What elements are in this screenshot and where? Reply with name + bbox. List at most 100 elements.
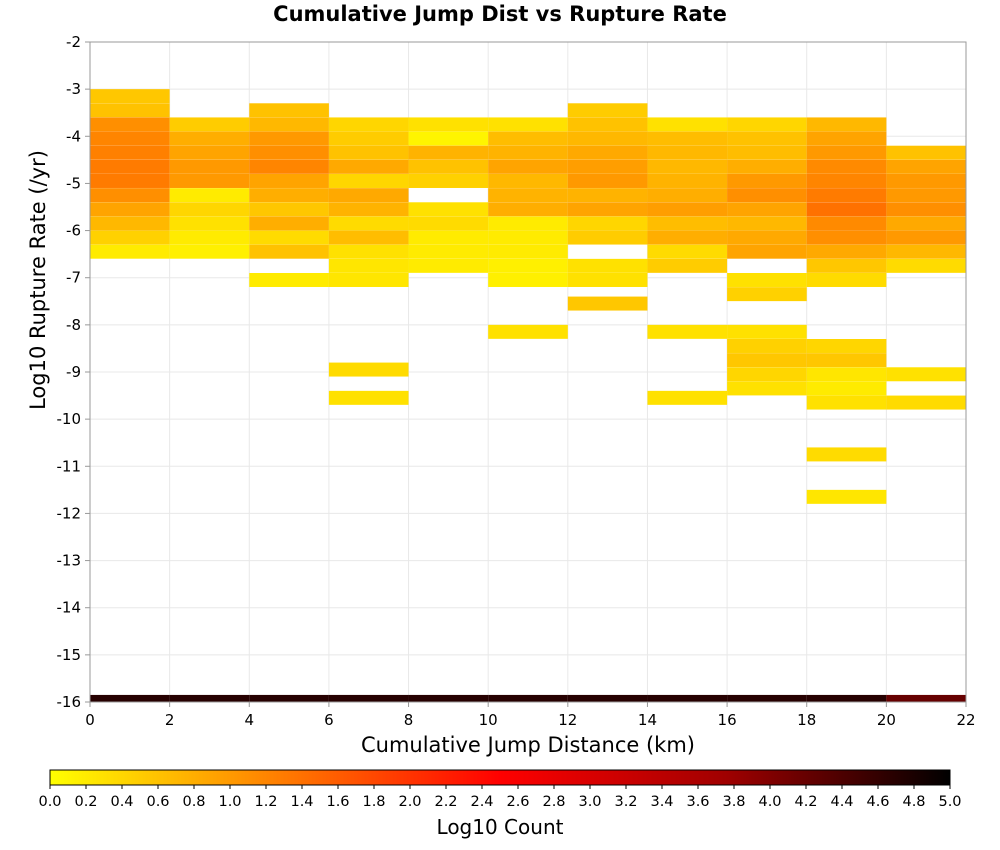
- y-tick-label: -13: [57, 552, 82, 570]
- heatmap-cell: [249, 145, 329, 160]
- x-tick-label: 12: [558, 711, 577, 729]
- y-tick-label: -2: [66, 33, 81, 51]
- heatmap-cell: [647, 174, 728, 188]
- colorbar-label: Log10 Count: [436, 815, 564, 839]
- heatmap-cell: [249, 202, 329, 217]
- heatmap-cell: [488, 230, 568, 245]
- heatmap-cell-bottom: [249, 694, 329, 702]
- heatmap-cell: [806, 131, 887, 146]
- heatmap-cell: [727, 216, 807, 231]
- heatmap-cell: [886, 244, 966, 259]
- heatmap-cell: [249, 131, 329, 146]
- heatmap-cell: [169, 188, 250, 203]
- heatmap-cell: [567, 216, 648, 231]
- x-axis-label: Cumulative Jump Distance (km): [360, 733, 695, 757]
- heatmap-cell: [90, 188, 170, 203]
- heatmap-cell-bottom: [488, 694, 568, 702]
- heatmap-cell: [727, 145, 807, 160]
- heatmap-cell: [567, 145, 648, 160]
- colorbar-tick-label: 2.0: [398, 794, 421, 810]
- heatmap-cell: [727, 117, 807, 132]
- heatmap-cell-bottom: [806, 694, 887, 702]
- heatmap-cell: [328, 390, 409, 405]
- heatmap-cells: [90, 89, 966, 702]
- heatmap-cell: [567, 296, 648, 311]
- x-tick-label: 20: [877, 711, 896, 729]
- x-axis-ticks: 0 2 4 6 8 10 12 14 16 18 20 22: [85, 702, 976, 729]
- heatmap-cell: [886, 202, 966, 217]
- heatmap-cell: [567, 258, 648, 273]
- heatmap-cell: [408, 202, 489, 217]
- heatmap-cell: [169, 117, 250, 132]
- y-tick-label: -4: [66, 127, 81, 145]
- x-tick-label: 2: [165, 711, 175, 729]
- y-tick-label: -16: [57, 693, 82, 711]
- heatmap-cell: [328, 230, 409, 245]
- heatmap-cell: [647, 230, 728, 245]
- heatmap-cell: [806, 159, 887, 174]
- colorbar-tick-label: 4.6: [866, 794, 889, 810]
- heatmap-cell: [806, 447, 887, 462]
- heatmap-cell: [488, 131, 568, 146]
- heatmap-cell: [90, 174, 170, 188]
- heatmap-cell: [249, 230, 329, 245]
- heatmap-cell: [249, 188, 329, 203]
- heatmap-cell: [647, 159, 728, 174]
- y-tick-label: -15: [57, 646, 82, 664]
- heatmap-cell: [647, 324, 728, 339]
- heatmap-cell: [169, 159, 250, 174]
- heatmap-cell: [567, 159, 648, 174]
- x-tick-label: 8: [404, 711, 414, 729]
- heatmap-cell-bottom: [647, 694, 728, 702]
- heatmap-cell: [408, 244, 489, 259]
- heatmap-cell: [90, 131, 170, 146]
- x-tick-label: 16: [718, 711, 737, 729]
- heatmap-cell: [567, 230, 648, 245]
- heatmap-cell: [488, 202, 568, 217]
- heatmap-cell: [806, 258, 887, 273]
- heatmap-cell: [169, 230, 250, 245]
- y-tick-label: -3: [66, 80, 81, 98]
- heatmap-cell: [806, 188, 887, 203]
- heatmap-cell: [727, 339, 807, 353]
- heatmap-cell: [886, 258, 966, 273]
- heatmap-cell: [408, 145, 489, 160]
- x-tick-label: 4: [244, 711, 254, 729]
- heatmap-cell: [328, 273, 409, 287]
- y-tick-label: -9: [66, 363, 81, 381]
- y-axis-label: Log10 Rupture Rate (/yr): [26, 150, 50, 410]
- y-axis-ticks: -2 -3 -4 -5 -6 -7 -8 -9 -10 -11 -12 -13 -14 -15 -16: [57, 33, 90, 711]
- heatmap-cell: [886, 145, 966, 160]
- heatmap-cell: [647, 117, 728, 132]
- colorbar-tick-label: 1.0: [218, 794, 241, 810]
- heatmap-cell: [886, 216, 966, 231]
- heatmap-cell: [567, 117, 648, 132]
- heatmap-cell: [727, 273, 807, 287]
- heatmap-cell-bottom: [169, 694, 250, 702]
- heatmap-cell: [567, 188, 648, 203]
- heatmap-cell: [328, 117, 409, 132]
- x-tick-label: 18: [797, 711, 816, 729]
- heatmap-cell: [328, 174, 409, 188]
- heatmap-cell: [249, 244, 329, 259]
- heatmap-cell: [647, 188, 728, 203]
- heatmap-cell: [727, 244, 807, 259]
- heatmap-cell: [806, 367, 887, 382]
- heatmap-cell: [886, 230, 966, 245]
- heatmap-cell: [806, 489, 887, 504]
- y-tick-label: -7: [66, 269, 81, 287]
- heatmap-cell: [806, 273, 887, 287]
- heatmap-cell: [647, 390, 728, 405]
- x-tick-label: 10: [479, 711, 498, 729]
- heatmap-cell: [727, 324, 807, 339]
- heatmap-cell: [488, 258, 568, 273]
- x-tick-label: 0: [85, 711, 95, 729]
- heatmap-cell-bottom: [567, 694, 648, 702]
- heatmap-cell: [408, 159, 489, 174]
- heatmap-cell: [328, 145, 409, 160]
- heatmap-cell: [727, 367, 807, 382]
- heatmap-cell: [249, 117, 329, 132]
- colorbar-tick-label: 3.2: [614, 794, 637, 810]
- colorbar-tick-label: 0.6: [146, 794, 169, 810]
